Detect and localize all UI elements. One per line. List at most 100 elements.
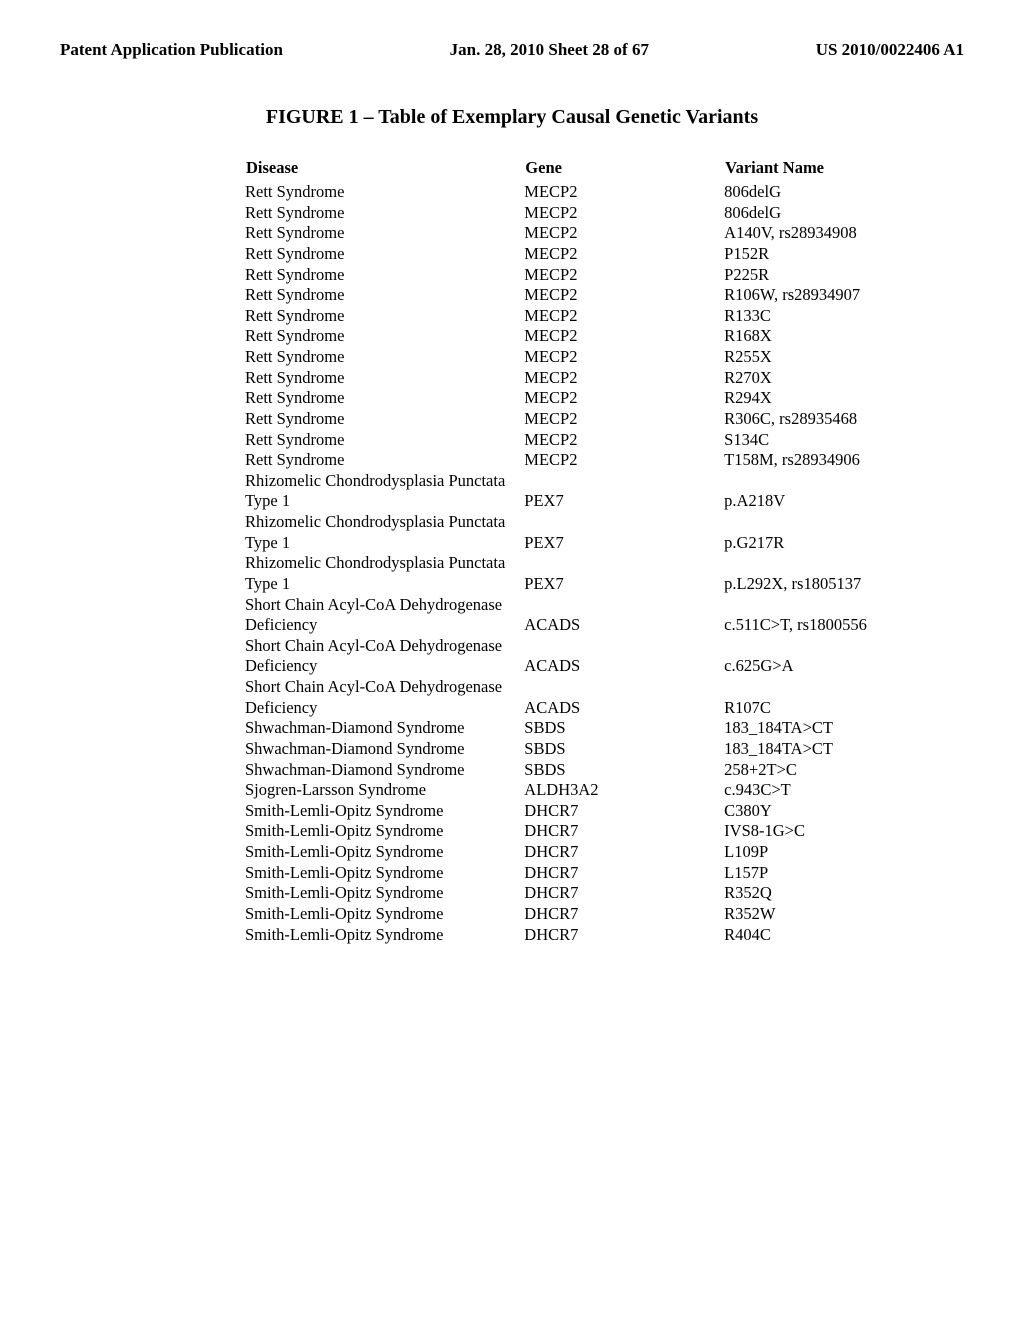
cell-disease: Rett Syndrome xyxy=(245,244,524,265)
cell-disease: Smith-Lemli-Opitz Syndrome xyxy=(245,863,524,884)
cell-disease: Smith-Lemli-Opitz Syndrome xyxy=(245,821,524,842)
table-row: Rett SyndromeMECP2A140V, rs28934908 xyxy=(245,223,964,244)
table-row: Rett SyndromeMECP2R168X xyxy=(245,326,964,347)
cell-disease: Rett Syndrome xyxy=(245,430,524,451)
cell-variant: R168X xyxy=(724,326,964,347)
table-row: Shwachman-Diamond SyndromeSBDS183_184TA>… xyxy=(245,739,964,760)
cell-disease: Sjogren-Larsson Syndrome xyxy=(245,780,524,801)
cell-gene: MECP2 xyxy=(524,306,724,327)
table-row: Short Chain Acyl-CoA Dehydrogenase Defic… xyxy=(245,636,964,677)
header-right: US 2010/0022406 A1 xyxy=(816,40,964,60)
cell-variant: T158M, rs28934906 xyxy=(724,450,964,471)
variant-table: Disease Gene Variant Name Rett SyndromeM… xyxy=(245,157,964,945)
cell-disease: Rett Syndrome xyxy=(245,285,524,306)
col-header-disease: Disease xyxy=(245,157,524,182)
cell-variant: R306C, rs28935468 xyxy=(724,409,964,430)
cell-variant: L109P xyxy=(724,842,964,863)
table-row: Rett SyndromeMECP2R255X xyxy=(245,347,964,368)
cell-disease: Rhizomelic Chondrodysplasia Punctata Typ… xyxy=(245,553,524,594)
cell-variant: 806delG xyxy=(724,203,964,224)
table-row: Rett SyndromeMECP2P225R xyxy=(245,265,964,286)
table-row: Smith-Lemli-Opitz SyndromeDHCR7R404C xyxy=(245,925,964,946)
cell-variant: L157P xyxy=(724,863,964,884)
table-row: Shwachman-Diamond SyndromeSBDS183_184TA>… xyxy=(245,718,964,739)
cell-gene: MECP2 xyxy=(524,430,724,451)
cell-gene: DHCR7 xyxy=(524,801,724,822)
cell-variant: P152R xyxy=(724,244,964,265)
table-row: Smith-Lemli-Opitz SyndromeDHCR7R352Q xyxy=(245,883,964,904)
cell-variant: R133C xyxy=(724,306,964,327)
cell-gene: DHCR7 xyxy=(524,883,724,904)
cell-variant: p.L292X, rs1805137 xyxy=(724,553,964,594)
cell-disease: Smith-Lemli-Opitz Syndrome xyxy=(245,842,524,863)
table-body: Rett SyndromeMECP2806delGRett SyndromeME… xyxy=(245,182,964,945)
cell-variant: c.943C>T xyxy=(724,780,964,801)
cell-variant: R106W, rs28934907 xyxy=(724,285,964,306)
cell-gene: DHCR7 xyxy=(524,863,724,884)
cell-gene: DHCR7 xyxy=(524,821,724,842)
table-row: Rett SyndromeMECP2R106W, rs28934907 xyxy=(245,285,964,306)
table-row: Rett SyndromeMECP2S134C xyxy=(245,430,964,451)
table-row: Rett SyndromeMECP2806delG xyxy=(245,203,964,224)
cell-variant: 183_184TA>CT xyxy=(724,718,964,739)
cell-disease: Rett Syndrome xyxy=(245,265,524,286)
header-left: Patent Application Publication xyxy=(60,40,283,60)
cell-disease: Short Chain Acyl-CoA Dehydrogenase Defic… xyxy=(245,677,524,718)
cell-variant: P225R xyxy=(724,265,964,286)
cell-gene: DHCR7 xyxy=(524,842,724,863)
cell-gene: MECP2 xyxy=(524,450,724,471)
cell-gene: DHCR7 xyxy=(524,904,724,925)
cell-gene: MECP2 xyxy=(524,409,724,430)
table-row: Rett SyndromeMECP2806delG xyxy=(245,182,964,203)
table-row: Shwachman-Diamond SyndromeSBDS258+2T>C xyxy=(245,760,964,781)
cell-variant: R270X xyxy=(724,368,964,389)
cell-disease: Rett Syndrome xyxy=(245,203,524,224)
cell-disease: Smith-Lemli-Opitz Syndrome xyxy=(245,883,524,904)
table-row: Smith-Lemli-Opitz SyndromeDHCR7R352W xyxy=(245,904,964,925)
cell-disease: Smith-Lemli-Opitz Syndrome xyxy=(245,925,524,946)
cell-variant: p.G217R xyxy=(724,512,964,553)
table-row: Short Chain Acyl-CoA Dehydrogenase Defic… xyxy=(245,677,964,718)
cell-gene: MECP2 xyxy=(524,285,724,306)
cell-gene: MECP2 xyxy=(524,182,724,203)
cell-gene: PEX7 xyxy=(524,553,724,594)
table-row: Sjogren-Larsson SyndromeALDH3A2c.943C>T xyxy=(245,780,964,801)
cell-disease: Rett Syndrome xyxy=(245,182,524,203)
cell-disease: Smith-Lemli-Opitz Syndrome xyxy=(245,801,524,822)
cell-variant: A140V, rs28934908 xyxy=(724,223,964,244)
cell-disease: Rett Syndrome xyxy=(245,306,524,327)
table-row: Smith-Lemli-Opitz SyndromeDHCR7IVS8-1G>C xyxy=(245,821,964,842)
cell-variant: R294X xyxy=(724,388,964,409)
table-row: Rhizomelic Chondrodysplasia Punctata Typ… xyxy=(245,471,964,512)
cell-variant: 258+2T>C xyxy=(724,760,964,781)
table-row: Rett SyndromeMECP2R133C xyxy=(245,306,964,327)
table-row: Rhizomelic Chondrodysplasia Punctata Typ… xyxy=(245,512,964,553)
cell-gene: ACADS xyxy=(524,595,724,636)
cell-disease: Rhizomelic Chondrodysplasia Punctata Typ… xyxy=(245,471,524,512)
cell-gene: MECP2 xyxy=(524,244,724,265)
cell-variant: R352Q xyxy=(724,883,964,904)
cell-gene: ACADS xyxy=(524,636,724,677)
cell-gene: MECP2 xyxy=(524,223,724,244)
table-row: Rett SyndromeMECP2R294X xyxy=(245,388,964,409)
cell-gene: SBDS xyxy=(524,760,724,781)
cell-variant: S134C xyxy=(724,430,964,451)
cell-disease: Rett Syndrome xyxy=(245,326,524,347)
cell-variant: 183_184TA>CT xyxy=(724,739,964,760)
cell-gene: MECP2 xyxy=(524,347,724,368)
cell-gene: ACADS xyxy=(524,677,724,718)
table-row: Short Chain Acyl-CoA Dehydrogenase Defic… xyxy=(245,595,964,636)
table-row: Smith-Lemli-Opitz SyndromeDHCR7L157P xyxy=(245,863,964,884)
cell-gene: MECP2 xyxy=(524,368,724,389)
cell-disease: Shwachman-Diamond Syndrome xyxy=(245,739,524,760)
cell-disease: Rett Syndrome xyxy=(245,368,524,389)
table-row: Rett SyndromeMECP2T158M, rs28934906 xyxy=(245,450,964,471)
cell-disease: Rett Syndrome xyxy=(245,223,524,244)
cell-disease: Shwachman-Diamond Syndrome xyxy=(245,760,524,781)
cell-variant: R352W xyxy=(724,904,964,925)
header-center: Jan. 28, 2010 Sheet 28 of 67 xyxy=(450,40,649,60)
cell-variant: c.511C>T, rs1800556 xyxy=(724,595,964,636)
table-row: Rhizomelic Chondrodysplasia Punctata Typ… xyxy=(245,553,964,594)
cell-gene: SBDS xyxy=(524,718,724,739)
cell-variant: R404C xyxy=(724,925,964,946)
